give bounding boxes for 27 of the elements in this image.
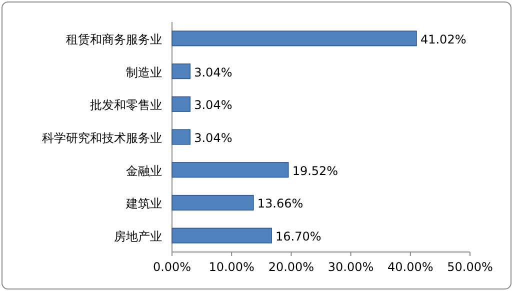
bar	[172, 129, 191, 145]
y-tick-label: 科学研究和技术服务业	[42, 131, 162, 145]
data-label: 3.04%	[194, 131, 232, 145]
bar	[172, 96, 191, 112]
data-label: 13.66%	[257, 196, 304, 211]
y-tick-label: 批发和零售业	[90, 98, 162, 112]
x-tick-label: 40.00%	[388, 260, 434, 274]
x-tick-label: 50.00%	[447, 260, 493, 274]
y-tick-label: 制造业	[126, 65, 162, 80]
x-tick-label: 20.00%	[268, 260, 314, 274]
data-label: 41.02%	[420, 32, 466, 46]
y-tick-label: 房地产业	[114, 230, 162, 244]
bar	[172, 162, 289, 178]
x-tick-label: 30.00%	[328, 260, 374, 274]
data-label: 3.04%	[194, 98, 232, 112]
data-label: 3.04%	[194, 65, 232, 80]
data-label: 16.70%	[276, 230, 322, 244]
bar	[172, 194, 254, 211]
x-tick-label: 0.00%	[152, 260, 192, 274]
data-label: 19.52%	[292, 164, 338, 178]
x-tick-label: 10.00%	[208, 260, 254, 274]
y-tick-label: 租赁和商务服务业	[66, 32, 162, 46]
bar	[172, 228, 272, 244]
y-tick-label: 建筑业	[125, 196, 162, 211]
y-tick-label: 金融业	[126, 164, 162, 178]
bar	[172, 30, 417, 46]
bar	[172, 63, 191, 80]
